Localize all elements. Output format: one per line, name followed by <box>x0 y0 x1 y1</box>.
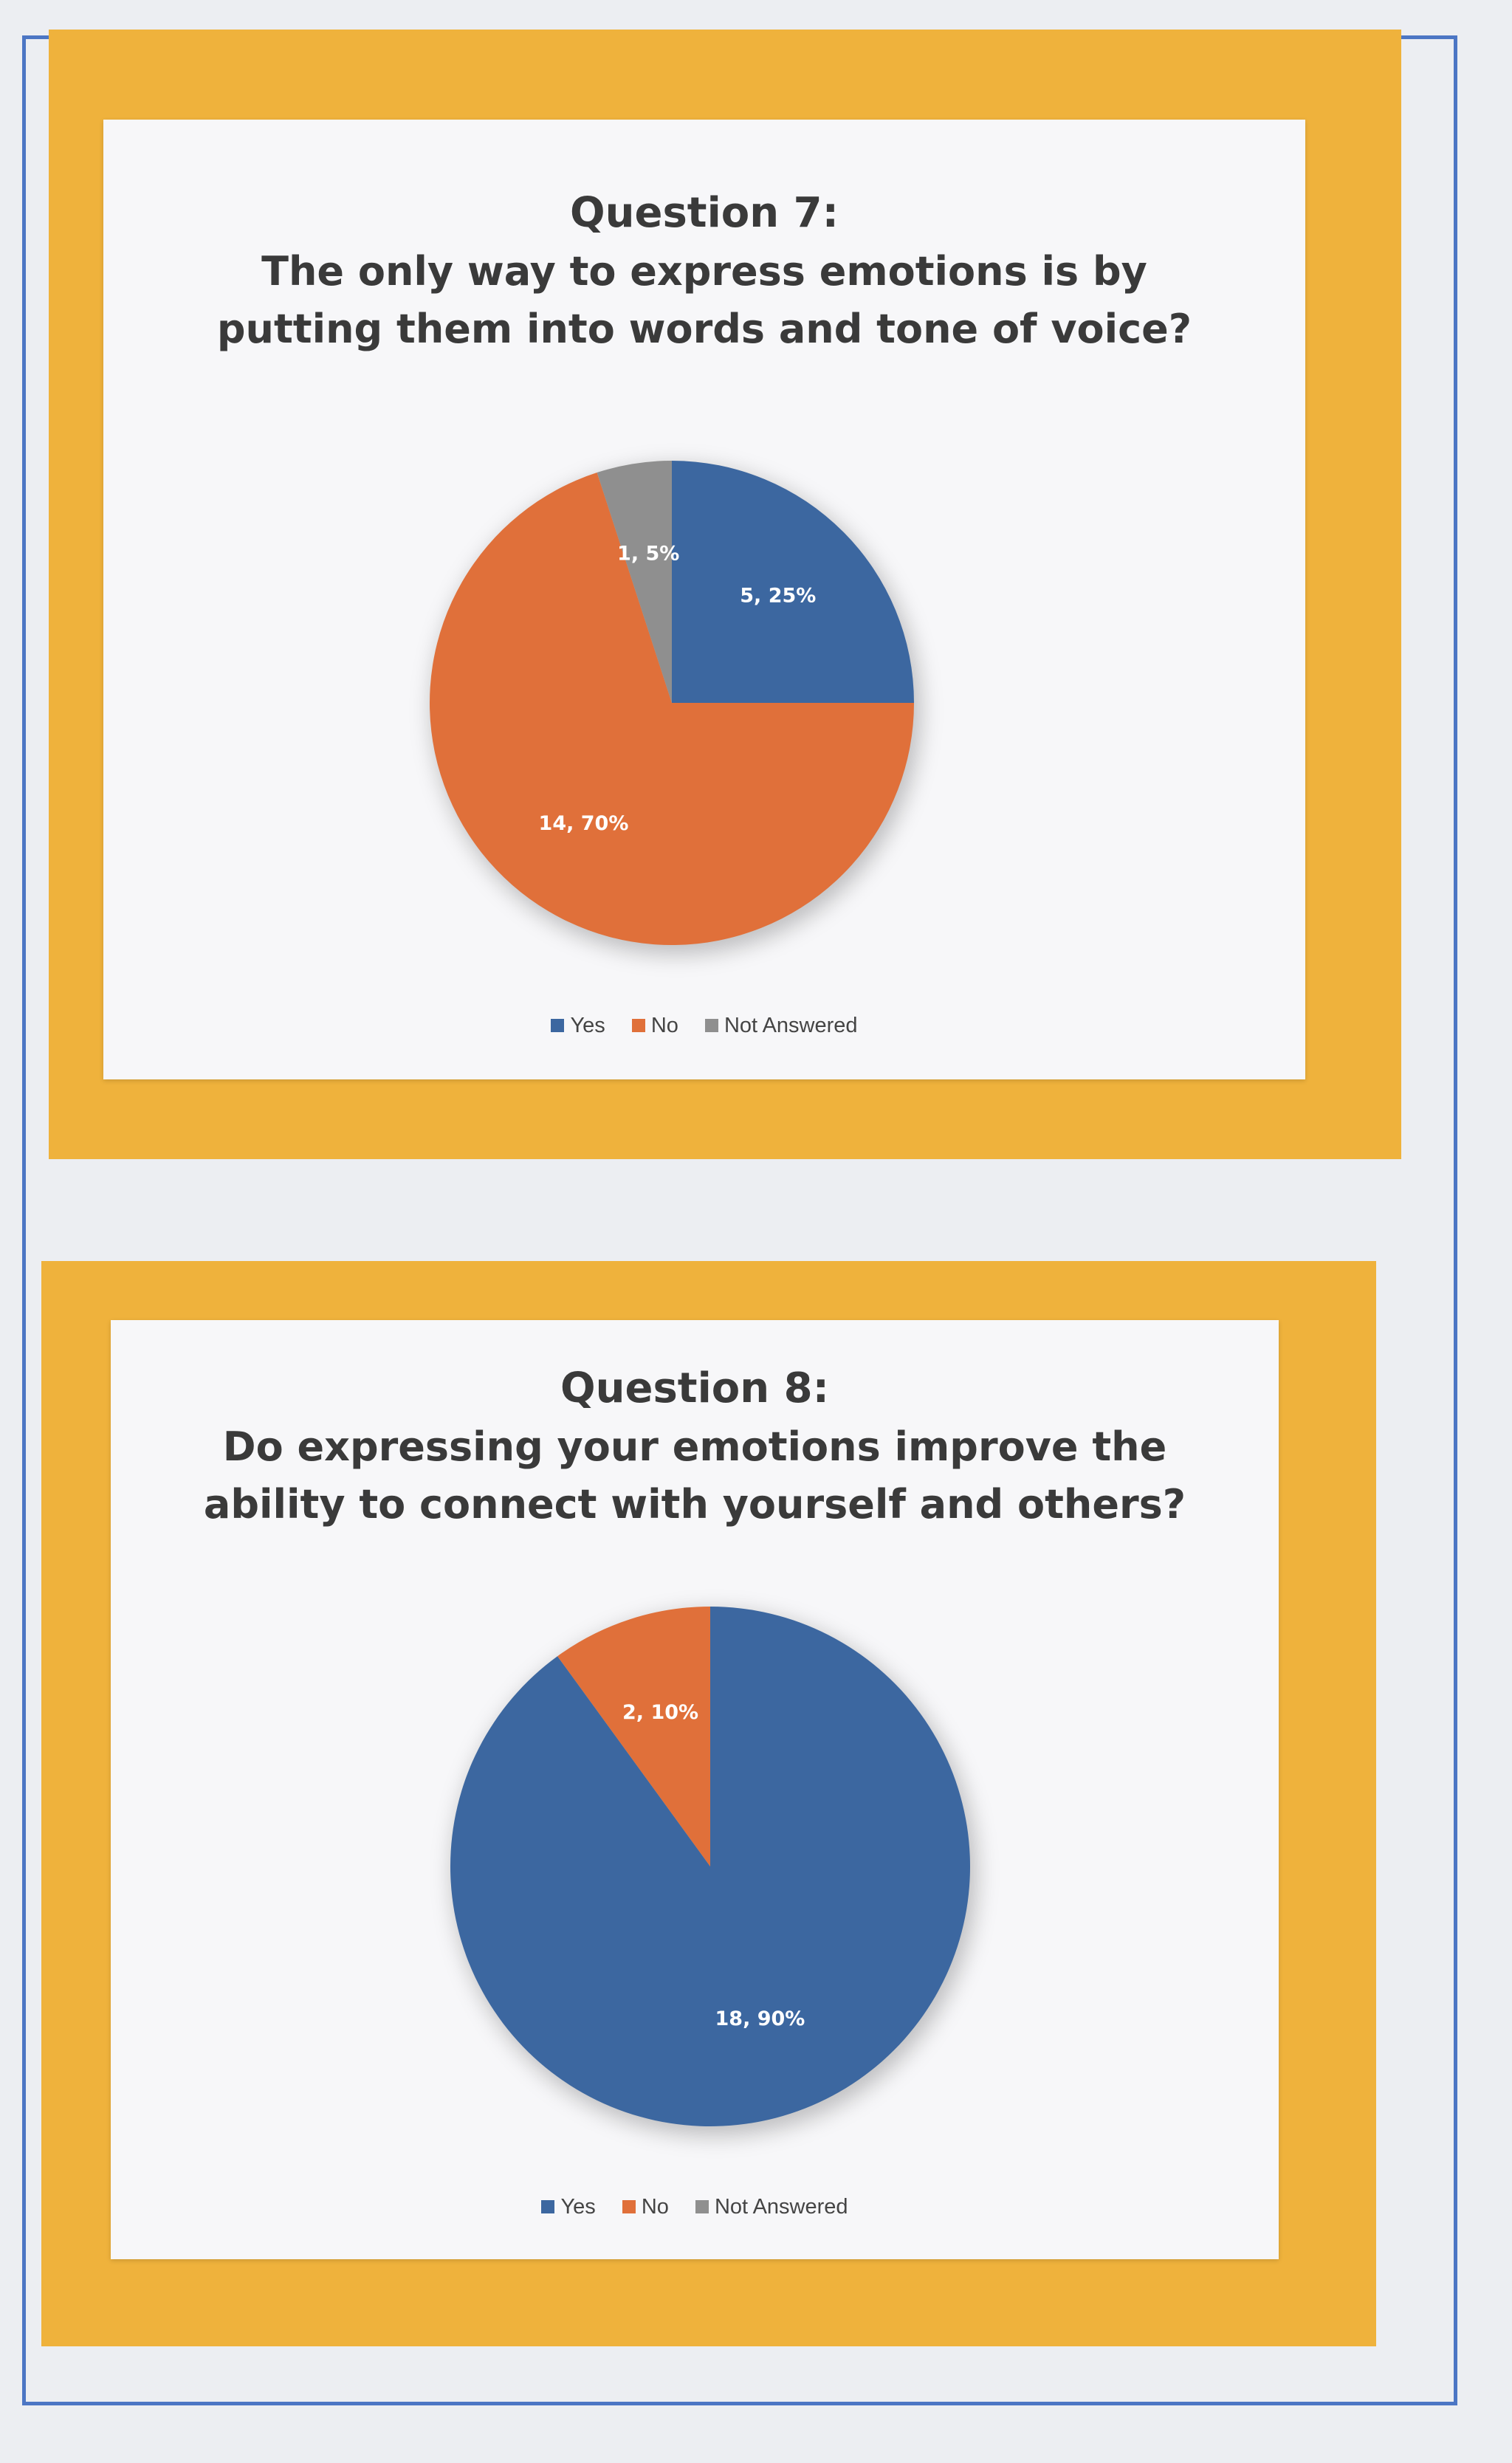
legend-swatch-not-answered <box>704 1019 718 1033</box>
pie-slice-no <box>557 1607 710 1866</box>
legend-swatch-not-answered <box>695 2200 709 2214</box>
question-8-text: Do expressing your emotions improve the … <box>203 1423 1186 1528</box>
legend-label-no: No <box>650 1013 678 1037</box>
legend-item-not-answered: Not Answered <box>704 1013 858 1038</box>
question-7-text: The only way to express emotions is by p… <box>216 248 1192 353</box>
legend-label-not-answered: Not Answered <box>724 1013 858 1037</box>
legend-swatch-no <box>631 1019 645 1033</box>
legend-label-yes: Yes <box>560 2194 596 2219</box>
chart-title-question-8: Question 8: Do expressing your emotions … <box>111 1358 1279 1534</box>
legend-swatch-yes <box>551 1019 565 1033</box>
data-label-no: 14, 70% <box>539 812 629 835</box>
question-7-label: Question 7: <box>570 189 839 237</box>
pie-chart-question-8: 18, 90% 2, 10% <box>450 1607 977 2137</box>
data-label-no: 2, 10% <box>622 1701 698 1724</box>
legend-label-not-answered: Not Answered <box>714 2194 848 2219</box>
legend-item-no: No <box>622 2194 669 2219</box>
legend-swatch-yes <box>541 2200 555 2214</box>
chart-title-question-7: Question 7: The only way to express emot… <box>103 183 1305 359</box>
pie-slice-yes <box>672 461 914 703</box>
legend-question-7: Yes No Not Answered <box>103 1013 1305 1038</box>
legend-item-yes: Yes <box>541 2194 596 2219</box>
chart-card-question-7: Question 7: The only way to express emot… <box>103 120 1305 1079</box>
legend-swatch-no <box>622 2200 636 2214</box>
pie-chart-question-7: 5, 25% 14, 70% 1, 5% <box>429 461 921 955</box>
legend-item-not-answered: Not Answered <box>695 2194 848 2219</box>
question-8-label: Question 8: <box>560 1364 829 1412</box>
data-label-yes: 5, 25% <box>740 585 816 608</box>
legend-item-yes: Yes <box>551 1013 605 1038</box>
legend-label-no: No <box>641 2194 669 2219</box>
legend-label-yes: Yes <box>570 1013 605 1037</box>
pie-slice-no <box>429 473 914 945</box>
data-label-not-answered: 1, 5% <box>617 543 679 566</box>
chart-card-question-8: Question 8: Do expressing your emotions … <box>111 1320 1279 2259</box>
legend-item-no: No <box>631 1013 678 1038</box>
pie-slice-not-answered <box>597 461 672 703</box>
legend-question-8: Yes No Not Answered <box>111 2194 1279 2219</box>
data-label-yes: 18, 90% <box>715 2007 805 2030</box>
